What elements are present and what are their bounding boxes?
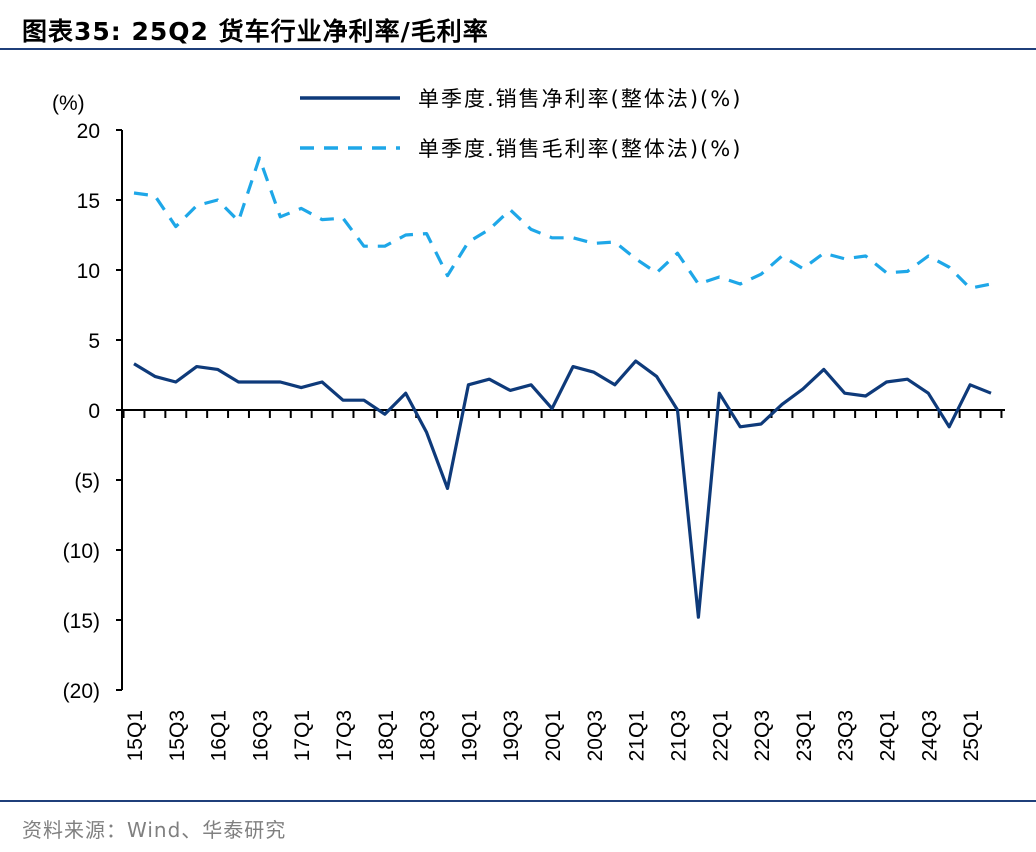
top-divider — [0, 48, 1036, 50]
x-tick-label: 17Q1 — [291, 710, 314, 761]
source-note: 资料来源：Wind、华泰研究 — [22, 818, 287, 842]
x-tick-label: 22Q3 — [751, 710, 774, 761]
x-tick-label: 24Q1 — [876, 710, 899, 761]
x-tick-label: 24Q3 — [918, 710, 941, 761]
y-tick-label: (10) — [63, 540, 100, 563]
y-tick-label: 10 — [77, 260, 100, 283]
x-tick-label: 16Q1 — [208, 710, 231, 761]
x-tick-label: 25Q1 — [960, 710, 983, 761]
y-tick-label: 0 — [88, 400, 100, 423]
x-tick-label: 19Q3 — [500, 710, 523, 761]
y-tick-label: (15) — [63, 610, 100, 633]
chart-area: 20 15 10 5 0 (5) (10) (15) (20) 15Q1 15Q3 16Q1 16Q3 1… — [52, 87, 1005, 761]
x-tick-label: 21Q3 — [667, 710, 690, 761]
y-tick-label: 20 — [77, 120, 100, 143]
x-tick-label: 18Q1 — [375, 710, 398, 761]
x-tick-label: 17Q3 — [333, 710, 356, 761]
x-tick-label: 20Q3 — [584, 710, 607, 761]
x-tick-label: 15Q1 — [124, 710, 147, 761]
gross-margin-line — [133, 156, 992, 290]
net-margin-line — [133, 359, 992, 619]
x-tick-label: 15Q3 — [166, 710, 189, 761]
x-tick-label: 23Q1 — [793, 710, 816, 761]
chart-title: 图表35: 25Q2 货车行业净利率/毛利率 — [22, 17, 489, 46]
series-layer — [133, 156, 992, 619]
x-tick-label: 23Q3 — [835, 710, 858, 761]
legend-label-net-margin: 单季度.销售净利率(整体法)(%) — [418, 87, 742, 111]
x-tick-label: 20Q1 — [542, 710, 565, 761]
legend: 单季度.销售净利率(整体法)(%) 单季度.销售毛利率(整体法)(%) — [300, 87, 742, 161]
y-axis-label: (%) — [52, 92, 85, 115]
y-tick-label: (20) — [63, 680, 100, 703]
x-tick-label: 21Q1 — [626, 710, 649, 761]
x-tick-label: 18Q3 — [417, 710, 440, 761]
y-tick-label: 15 — [77, 190, 100, 213]
tick-marks: 20 15 10 5 0 (5) (10) (15) (20) 15Q1 15Q3 16Q1 16Q3 1… — [63, 120, 1003, 761]
bottom-divider — [0, 800, 1036, 802]
legend-label-gross-margin: 单季度.销售毛利率(整体法)(%) — [418, 137, 742, 161]
y-tick-label: (5) — [74, 470, 100, 493]
x-tick-label: 16Q3 — [249, 710, 272, 761]
x-tick-label: 22Q1 — [709, 710, 732, 761]
x-tick-label: 19Q1 — [458, 710, 481, 761]
y-tick-label: 5 — [88, 330, 100, 353]
